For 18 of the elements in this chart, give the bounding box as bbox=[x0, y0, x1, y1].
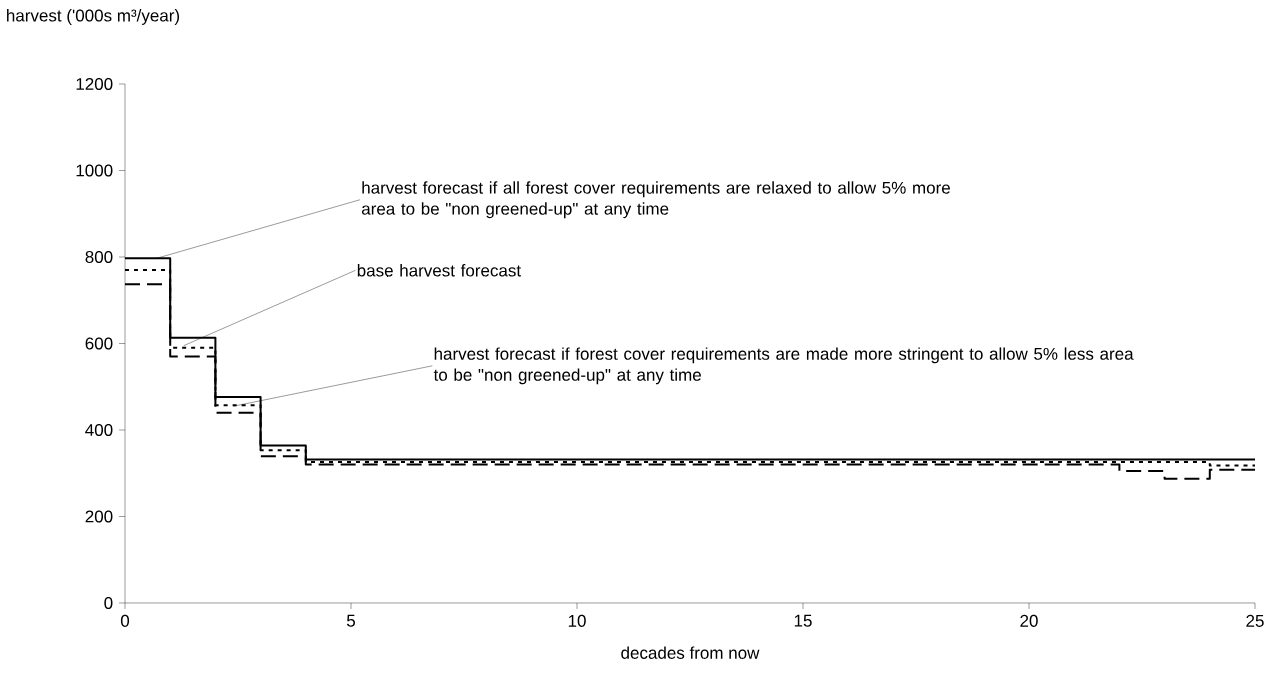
x-tick-label: 10 bbox=[568, 614, 586, 627]
y-tick-label: 800 bbox=[85, 250, 113, 264]
y-tick-label: 1200 bbox=[76, 77, 113, 91]
x-tick-label: 0 bbox=[120, 614, 130, 627]
annotation: harvest forecast if all forest cover requirements are relaxed to allow 5% more area to be "non greened-up" at any time bbox=[361, 181, 950, 219]
x-axis-title: decades from now bbox=[621, 646, 760, 659]
y-tick-label: 200 bbox=[85, 510, 113, 523]
x-tick-label: 5 bbox=[346, 614, 356, 627]
x-tick-label: 25 bbox=[1246, 614, 1264, 627]
y-axis-title: harvest ('000s m³/year) bbox=[7, 9, 180, 25]
annotation: base harvest forecast bbox=[357, 264, 521, 277]
y-tick-label: 0 bbox=[104, 596, 113, 610]
annotation: harvest forecast if forest cover requirements are made more stringent to allow 5% less area to be "non greened-up" at any time bbox=[433, 347, 1134, 385]
x-tick-label: 15 bbox=[794, 614, 812, 627]
x-tick-label: 20 bbox=[1020, 614, 1038, 627]
y-tick-label: 400 bbox=[85, 423, 113, 437]
y-tick-label: 600 bbox=[85, 337, 113, 350]
y-tick-label: 1000 bbox=[76, 164, 113, 177]
